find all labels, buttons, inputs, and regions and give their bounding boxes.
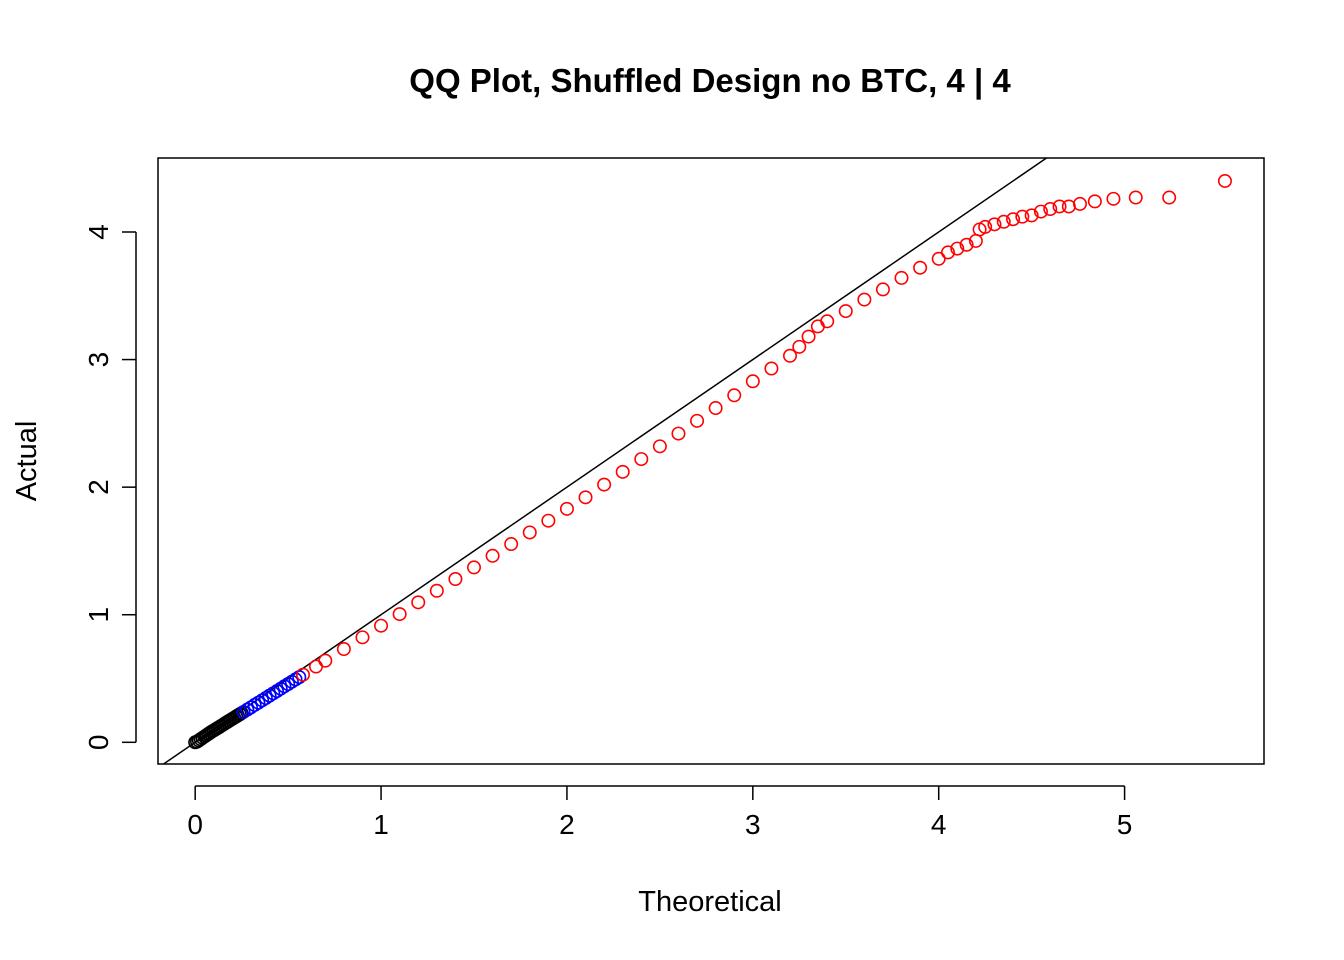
data-point xyxy=(652,439,667,454)
data-point xyxy=(838,304,853,319)
data-point xyxy=(950,241,965,256)
data-point xyxy=(1087,194,1102,209)
data-point xyxy=(913,260,928,275)
data-point xyxy=(690,413,705,428)
data-point xyxy=(448,572,463,587)
data-point xyxy=(318,653,333,668)
data-point xyxy=(277,679,292,694)
data-point xyxy=(597,477,612,492)
data-point xyxy=(392,607,407,622)
data-point xyxy=(996,214,1011,229)
data-point xyxy=(634,452,649,467)
series-1 xyxy=(236,670,307,719)
data-point xyxy=(1024,208,1039,223)
data-point xyxy=(940,245,955,260)
data-point xyxy=(1015,209,1030,224)
data-point xyxy=(857,292,872,307)
data-point xyxy=(308,659,323,674)
series-2 xyxy=(295,173,1232,682)
x-tick-label: 3 xyxy=(745,809,761,840)
x-tick-label: 1 xyxy=(373,809,389,840)
data-point xyxy=(978,219,993,234)
chart-title: QQ Plot, Shuffled Design no BTC, 4 | 4 xyxy=(409,62,1011,99)
data-point xyxy=(1072,196,1087,211)
series-0 xyxy=(188,706,249,750)
data-point xyxy=(782,348,797,363)
data-point xyxy=(281,677,296,692)
data-point xyxy=(429,583,444,598)
data-point xyxy=(541,513,556,528)
data-point xyxy=(485,548,500,563)
data-point xyxy=(295,667,310,682)
data-point xyxy=(1006,212,1021,227)
data-point xyxy=(266,686,281,701)
data-point xyxy=(522,525,537,540)
data-point xyxy=(1162,190,1177,205)
data-point xyxy=(269,684,284,699)
data-point xyxy=(1128,190,1143,205)
data-point xyxy=(671,426,686,441)
data-point xyxy=(1043,202,1058,217)
x-tick-label: 0 xyxy=(187,809,203,840)
data-point xyxy=(987,217,1002,232)
data-point xyxy=(1217,173,1232,188)
data-point xyxy=(255,693,270,708)
data-point xyxy=(355,630,370,645)
data-point xyxy=(615,464,630,479)
data-point xyxy=(273,681,288,696)
y-tick-label: 3 xyxy=(83,352,114,368)
data-point xyxy=(1106,191,1121,206)
data-point xyxy=(727,388,742,403)
x-tick-label: 2 xyxy=(559,809,575,840)
data-point xyxy=(262,688,277,703)
data-point xyxy=(284,674,299,689)
data-point xyxy=(240,702,255,717)
data-point xyxy=(236,704,251,719)
x-tick-label: 5 xyxy=(1117,809,1133,840)
data-point xyxy=(578,490,593,505)
data-point xyxy=(466,560,481,575)
data-point xyxy=(764,361,779,376)
y-axis-label: Actual xyxy=(11,421,43,502)
y-tick-label: 0 xyxy=(83,735,114,751)
data-point xyxy=(801,329,816,344)
x-axis: 0 1 2 3 4 5 xyxy=(187,785,1133,840)
data-point xyxy=(504,537,519,552)
data-point xyxy=(292,670,307,685)
y-tick-label: 4 xyxy=(83,224,114,240)
y-tick-label: 2 xyxy=(83,479,114,495)
data-point xyxy=(810,319,825,334)
data-point xyxy=(258,691,273,706)
x-tick-label: 4 xyxy=(931,809,947,840)
plot-area xyxy=(162,158,1232,764)
data-point xyxy=(708,401,723,416)
data-point xyxy=(251,695,266,710)
data-point xyxy=(959,237,974,252)
data-point xyxy=(894,270,909,285)
data-point xyxy=(1061,199,1076,214)
x-axis-label: Theoretical xyxy=(638,886,781,918)
data-point xyxy=(745,374,760,389)
data-point xyxy=(411,595,426,610)
data-point xyxy=(1052,199,1067,214)
data-point xyxy=(232,707,247,722)
plot-frame xyxy=(157,157,1265,765)
data-point xyxy=(288,672,303,687)
data-point xyxy=(1033,204,1048,219)
data-point xyxy=(820,314,835,329)
y-tick-label: 1 xyxy=(83,607,114,623)
data-point xyxy=(247,697,262,712)
data-point xyxy=(336,642,351,657)
data-point xyxy=(243,700,258,715)
y-axis: 0 1 2 3 4 xyxy=(83,224,137,751)
data-point xyxy=(931,251,946,266)
data-point xyxy=(792,339,807,354)
reference-line xyxy=(162,158,1048,764)
data-point xyxy=(559,501,574,516)
data-point xyxy=(875,282,890,297)
data-point xyxy=(374,618,389,633)
